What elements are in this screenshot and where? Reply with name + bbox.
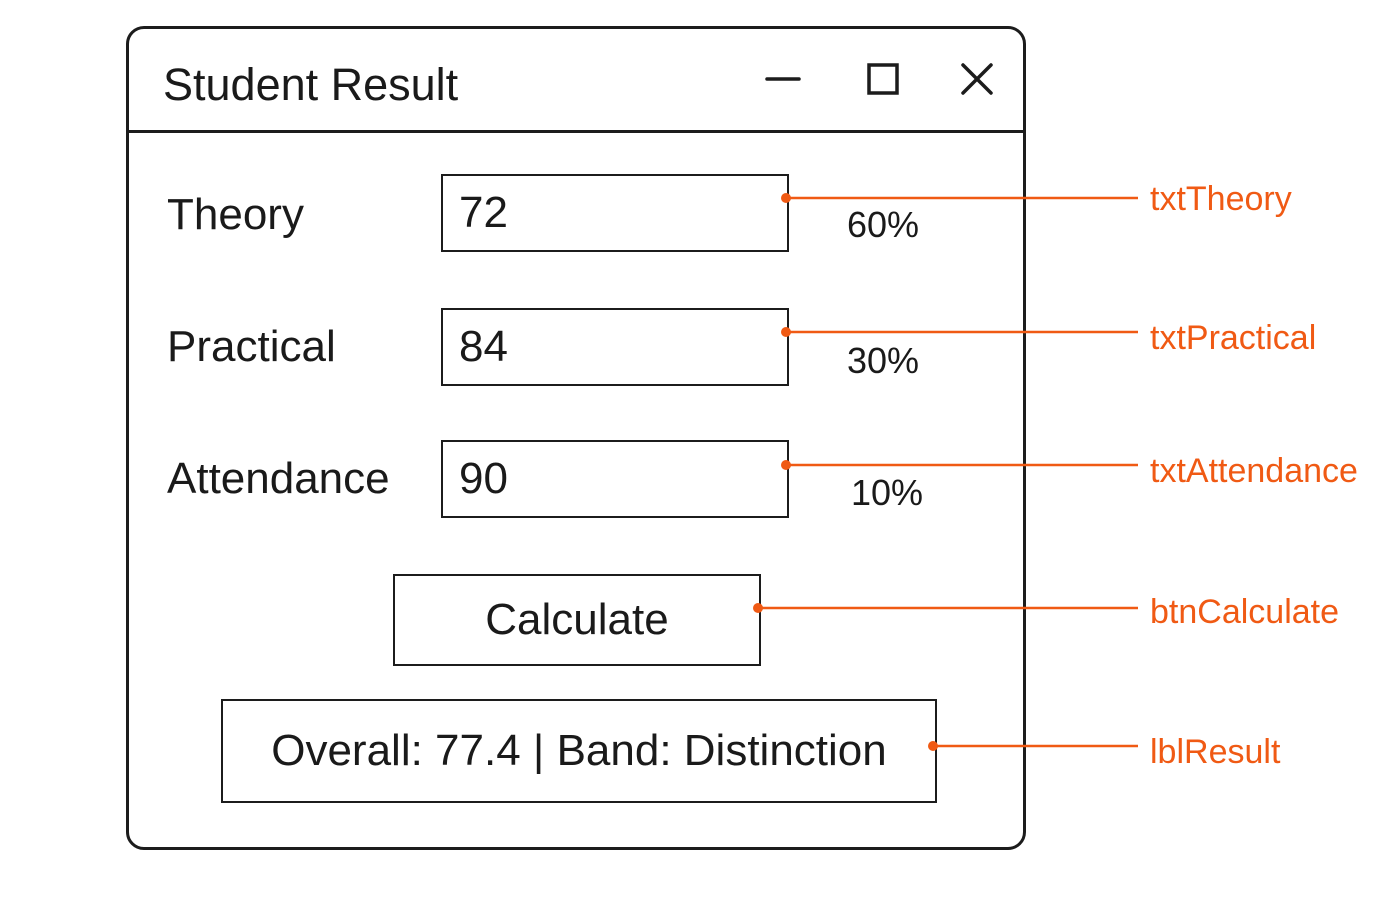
attendance-input[interactable] — [441, 440, 789, 518]
minimize-icon — [765, 77, 801, 81]
practical-weight: 30% — [847, 340, 920, 381]
practical-label: Practical — [167, 322, 336, 371]
attendance-label: Attendance — [167, 454, 390, 503]
maximize-button[interactable] — [855, 51, 911, 107]
minimize-button[interactable] — [755, 51, 811, 107]
title-bar: Student Result — [129, 29, 1023, 133]
close-button[interactable] — [949, 51, 1005, 107]
window-title: Student Result — [163, 59, 459, 110]
theory-input[interactable] — [441, 174, 789, 252]
callout-label-practical: txtPractical — [1150, 319, 1317, 357]
maximize-icon — [867, 63, 899, 95]
callout-label-result: lblResult — [1150, 733, 1281, 771]
attendance-weight: 10% — [851, 472, 924, 513]
callout-label-attendance: txtAttendance — [1150, 452, 1358, 490]
callout-label-calculate: btnCalculate — [1150, 593, 1340, 631]
student-result-window: Student Result Theory 60% Practical 30% — [126, 26, 1026, 850]
result-label: Overall: 77.4 | Band: Distinction — [221, 699, 937, 803]
callout-label-theory: txtTheory — [1150, 180, 1292, 218]
close-icon — [961, 63, 993, 95]
theory-label: Theory — [167, 190, 304, 239]
practical-input[interactable] — [441, 308, 789, 386]
theory-weight: 60% — [847, 204, 920, 245]
calculate-button[interactable]: Calculate — [393, 574, 761, 666]
